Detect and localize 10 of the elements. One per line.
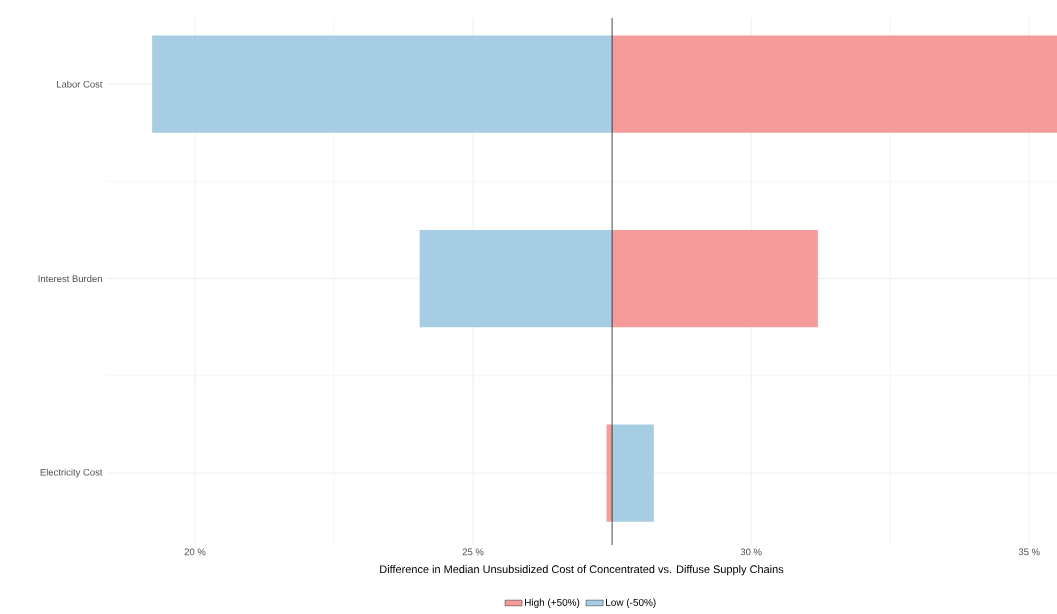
x-tick-label: 25 % [462,548,484,556]
y-tick-label: Interest Burden [38,275,102,283]
y-tick-label: Labor Cost [56,80,103,88]
y-tick-label: Electricity Cost [40,468,103,478]
legend-label: High (+50%) [525,598,580,608]
x-tick-label: 20 % [184,548,206,556]
x-tick-label: 30 % [740,548,762,556]
legend-label: Low (-50%) [606,598,656,608]
x-axis-title: Difference in Median Unsubsidized Cost of Concentrated vs. Diffuse Supply Chains [380,565,784,576]
x-tick-label: 35 % [1018,548,1040,556]
